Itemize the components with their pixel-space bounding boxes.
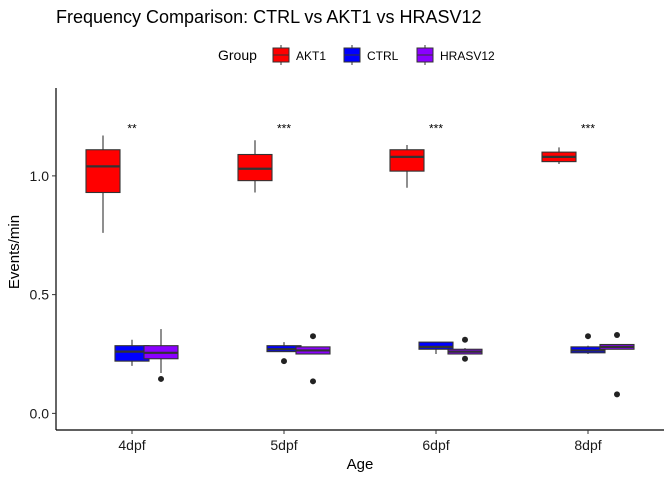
outlier-point bbox=[310, 378, 316, 385]
chart-title: Frequency Comparison: CTRL vs AKT1 vs HR… bbox=[56, 7, 482, 27]
box-ctrl-4dpf bbox=[114, 339, 150, 366]
outlier-point bbox=[462, 355, 468, 362]
outlier-point bbox=[614, 332, 620, 338]
legend-entry-akt1: AKT1 bbox=[272, 45, 326, 65]
box-akt1-8dpf bbox=[541, 147, 577, 164]
box-hrasv12-8dpf bbox=[599, 332, 635, 398]
box-hrasv12-5dpf bbox=[295, 333, 331, 385]
y-tick-label: 0.5 bbox=[30, 287, 50, 303]
x-tick-label: 8dpf bbox=[574, 437, 601, 453]
box-hrasv12-6dpf bbox=[447, 336, 483, 362]
x-tick-label: 4dpf bbox=[118, 437, 145, 453]
box-ctrl-8dpf bbox=[570, 333, 606, 354]
outlier-point bbox=[585, 333, 591, 340]
significance-label: ** bbox=[127, 121, 137, 135]
box-hrasv12-4dpf bbox=[143, 329, 179, 382]
legend-entries: AKT1 CTRL HRASV12 bbox=[272, 45, 495, 65]
box-akt1-5dpf bbox=[237, 140, 273, 193]
significance-label: *** bbox=[429, 121, 443, 135]
box-iqr bbox=[389, 149, 425, 172]
x-tick-label: 5dpf bbox=[270, 437, 297, 453]
legend-label: CTRL bbox=[367, 49, 399, 63]
legend-label: HRASV12 bbox=[440, 49, 495, 63]
y-tick-label: 0.0 bbox=[30, 405, 50, 421]
y-axis-title: Events/min bbox=[6, 215, 23, 289]
legend-label: AKT1 bbox=[296, 49, 326, 63]
outlier-point bbox=[614, 391, 620, 398]
box-iqr bbox=[418, 341, 454, 350]
box-iqr bbox=[237, 153, 273, 182]
outlier-point bbox=[310, 333, 316, 340]
outlier-point bbox=[281, 358, 287, 365]
box-ctrl-6dpf bbox=[418, 341, 454, 354]
box-akt1-6dpf bbox=[389, 145, 425, 188]
legend-entry-hrasv12: HRASV12 bbox=[416, 45, 495, 65]
x-tick-label: 6dpf bbox=[422, 437, 449, 453]
x-axis-title: Age bbox=[347, 456, 374, 473]
significance-label: *** bbox=[581, 121, 595, 135]
box-iqr bbox=[85, 149, 121, 194]
y-tick-label: 1.0 bbox=[30, 168, 50, 184]
legend-entry-ctrl: CTRL bbox=[343, 45, 399, 65]
significance-label: *** bbox=[277, 121, 291, 135]
legend-title: Group bbox=[218, 47, 257, 63]
outlier-point bbox=[158, 375, 164, 382]
box-akt1-4dpf bbox=[85, 135, 121, 233]
outlier-point bbox=[462, 336, 468, 343]
legend: Group AKT1 CTRL HRASV12 bbox=[218, 45, 495, 65]
